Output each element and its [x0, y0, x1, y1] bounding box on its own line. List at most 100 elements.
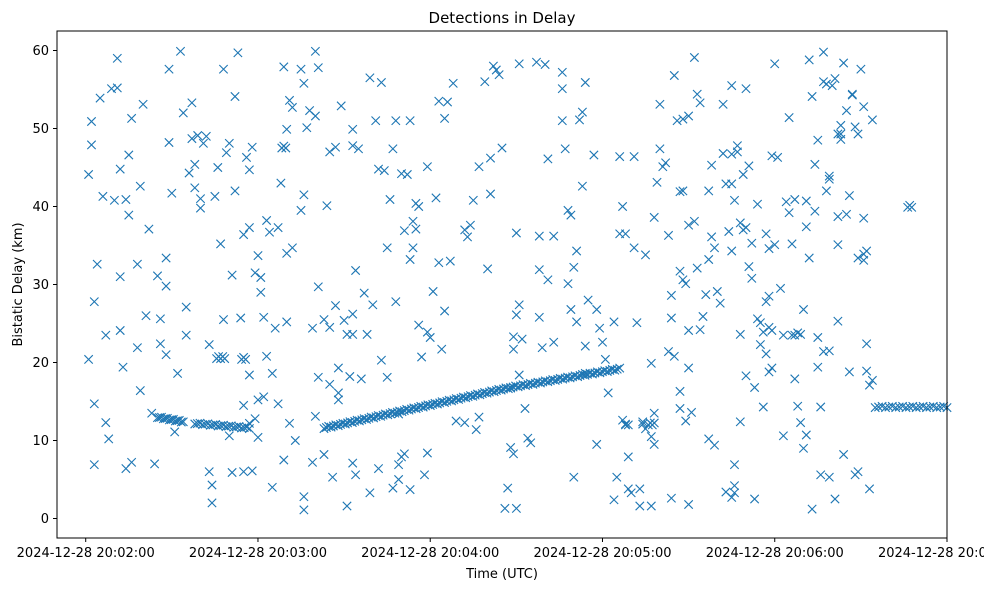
data-point [735, 329, 745, 339]
data-point [319, 449, 329, 460]
data-point [373, 164, 384, 174]
data-point [640, 250, 651, 260]
data-point [652, 177, 662, 187]
data-point [750, 382, 760, 393]
data-point [236, 313, 246, 323]
data-point [325, 147, 335, 157]
data-point [279, 62, 289, 72]
data-point [247, 466, 257, 476]
data-point [474, 412, 484, 422]
data-point [718, 148, 728, 159]
data-point [448, 78, 458, 88]
data-point [577, 107, 587, 117]
data-point [187, 98, 197, 108]
data-point [735, 417, 745, 427]
data-point [340, 419, 350, 429]
data-point [587, 369, 597, 379]
data-point [432, 399, 442, 409]
data-point [669, 351, 679, 361]
data-point [239, 230, 249, 240]
data-point [259, 312, 269, 322]
data-point [460, 225, 470, 235]
data-point [844, 367, 854, 377]
data-point [195, 194, 206, 204]
data-point [569, 472, 579, 482]
data-point [445, 256, 455, 266]
data-point [520, 380, 531, 391]
data-point [620, 420, 631, 430]
data-point [411, 404, 421, 414]
data-point [485, 189, 496, 199]
data-point [666, 290, 676, 300]
data-point [804, 55, 814, 65]
data-point [701, 290, 711, 300]
data-point [121, 194, 131, 205]
data-point [580, 77, 590, 88]
data-point [824, 472, 834, 482]
data-point [583, 295, 593, 305]
data-point [483, 264, 493, 274]
data-point [339, 315, 349, 325]
data-point [689, 52, 699, 63]
data-point [623, 452, 633, 462]
data-point [422, 448, 432, 458]
data-point [454, 394, 464, 404]
data-point [864, 484, 875, 494]
data-point [632, 318, 642, 328]
x-tick-label: 2024-12-28 20:02:00 [17, 546, 155, 561]
data-point [862, 366, 872, 376]
data-point [508, 449, 519, 459]
data-point [523, 433, 533, 443]
data-point [850, 122, 860, 132]
data-point [727, 492, 737, 502]
data-point [181, 302, 191, 312]
data-point [804, 253, 814, 263]
data-point [727, 179, 737, 189]
data-point [773, 152, 783, 162]
data-point [767, 151, 777, 161]
data-point [592, 439, 602, 449]
data-point [620, 419, 631, 429]
data-point [612, 472, 622, 482]
data-point [178, 108, 188, 118]
data-point [557, 84, 567, 94]
data-point [418, 402, 428, 412]
data-point [684, 325, 694, 336]
data-point [844, 191, 854, 201]
data-point [115, 164, 125, 174]
data-point [821, 79, 831, 89]
data-point [368, 300, 378, 310]
data-point [431, 193, 441, 203]
data-point [758, 402, 768, 412]
data-point [595, 368, 605, 378]
data-point [689, 216, 699, 226]
data-point [390, 408, 400, 418]
data-point [155, 339, 165, 349]
data-point [727, 246, 737, 256]
data-point [348, 309, 358, 319]
data-point [543, 275, 553, 285]
data-point [618, 201, 628, 212]
data-point [221, 148, 231, 158]
data-point [333, 363, 343, 373]
data-point [227, 270, 237, 280]
data-point [572, 246, 582, 256]
data-point [658, 162, 668, 172]
data-point [626, 488, 636, 498]
data-point [864, 380, 875, 390]
data-point [741, 84, 751, 94]
data-point [428, 286, 438, 297]
data-point [132, 343, 142, 353]
data-point [767, 363, 777, 373]
data-point [824, 174, 834, 184]
data-point [500, 503, 510, 513]
data-point [86, 140, 97, 150]
data-point [242, 422, 252, 432]
data-point [678, 275, 688, 285]
data-point [224, 138, 234, 148]
data-point [735, 218, 745, 228]
data-point [729, 488, 740, 498]
data-point [580, 370, 590, 380]
data-point [325, 322, 335, 332]
data-point [465, 220, 475, 230]
